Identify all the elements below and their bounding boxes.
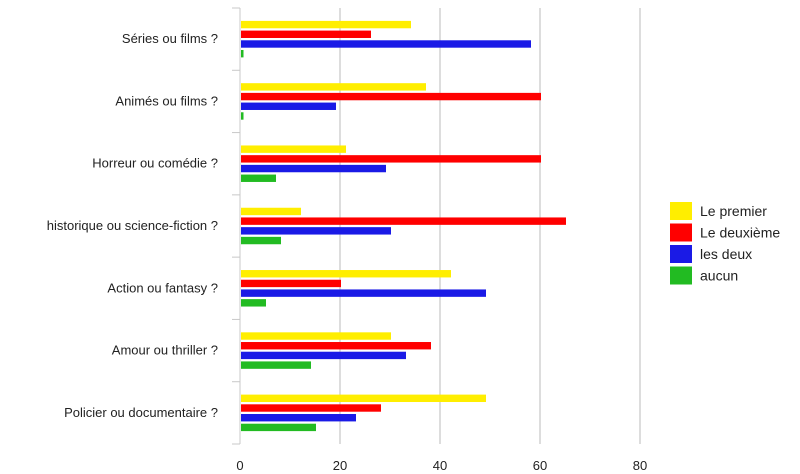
bar-les-deux-2 — [241, 164, 386, 173]
x-tick-label: 80 — [633, 458, 647, 473]
bar-le-deuxième-1 — [241, 92, 541, 101]
legend-label: Le deuxième — [700, 225, 780, 241]
category-label: Horreur ou comédie ? — [92, 156, 218, 171]
bar-le-deuxième-2 — [241, 155, 541, 163]
category-label: Animés ou films ? — [115, 93, 218, 108]
bar-le-deuxième-5 — [241, 342, 431, 350]
bar-le-premier-4 — [241, 270, 451, 278]
bar-le-premier-0 — [241, 20, 411, 29]
legend-swatch — [670, 223, 692, 242]
bar-les-deux-5 — [241, 351, 406, 360]
category-label: Action ou fantasy ? — [107, 280, 218, 295]
category-label: Séries ou films ? — [122, 31, 218, 46]
legend-swatch — [670, 202, 692, 220]
x-tick-label: 60 — [533, 458, 547, 473]
gridlines — [339, 8, 641, 444]
bars — [241, 20, 566, 432]
bar-les-deux-1 — [241, 102, 336, 110]
bar-aucun-0 — [241, 49, 244, 58]
bar-le-deuxième-3 — [241, 217, 566, 225]
legend-label: Le premier — [700, 203, 767, 219]
bar-aucun-3 — [241, 236, 281, 245]
x-tick-label: 20 — [333, 458, 347, 473]
bar-aucun-2 — [241, 174, 276, 182]
x-tick-labels: 0 20 40 60 80 — [236, 458, 647, 473]
category-labels: Séries ou films ? Animés ou films ? Horreu… — [47, 31, 218, 420]
x-tick-label: 40 — [433, 458, 447, 473]
bar-le-deuxième-6 — [241, 404, 381, 412]
bar-aucun-4 — [241, 299, 266, 307]
bar-le-deuxième-0 — [241, 30, 371, 38]
legend-label: les deux — [700, 246, 752, 262]
legend-label: aucun — [700, 268, 738, 284]
bar-les-deux-6 — [241, 414, 356, 422]
bar-le-premier-6 — [241, 394, 486, 403]
bar-le-premier-2 — [241, 145, 346, 153]
x-tick-label: 0 — [236, 458, 243, 473]
category-label: Policier ou documentaire ? — [64, 405, 218, 420]
bar-le-premier-5 — [241, 332, 391, 340]
bar-aucun-1 — [241, 112, 244, 120]
legend-swatch — [670, 266, 692, 285]
legend-swatch — [670, 245, 692, 263]
bar-les-deux-3 — [241, 227, 391, 235]
bar-le-premier-1 — [241, 83, 426, 91]
bar-le-premier-3 — [241, 207, 301, 216]
category-label: historique ou science-fiction ? — [47, 218, 218, 233]
bar-le-deuxième-4 — [241, 279, 341, 288]
bar-les-deux-0 — [241, 40, 531, 48]
legend: Le premier Le deuxième les deux aucun — [670, 202, 780, 285]
bar-aucun-6 — [241, 423, 316, 432]
bar-aucun-5 — [241, 361, 311, 369]
bar-les-deux-4 — [241, 289, 486, 297]
category-label: Amour ou thriller ? — [112, 343, 218, 358]
axis — [232, 7, 241, 445]
